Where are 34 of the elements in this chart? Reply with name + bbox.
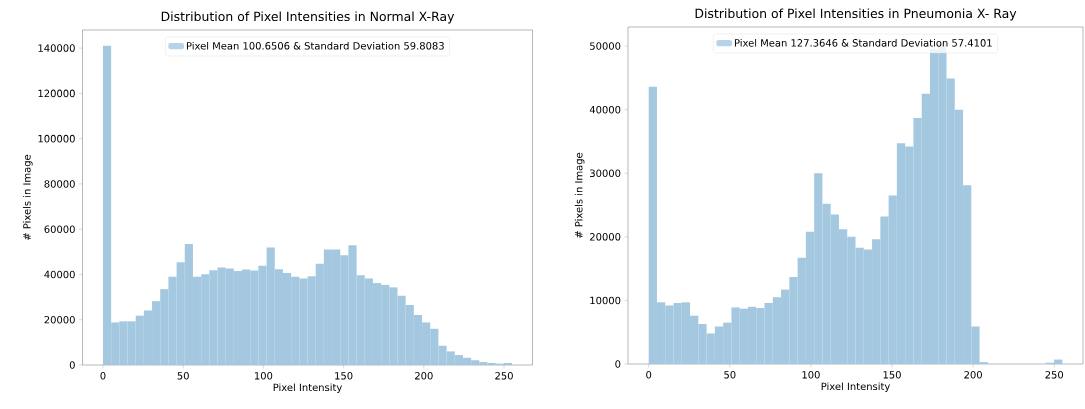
legend-label: Pixel Mean 100.6506 & Standard Deviation 59.8083 (186, 41, 444, 50)
y-tick-label: 40000 (589, 105, 621, 114)
chart-title: Distribution of Pixel Intensities in Normal X-Ray (161, 11, 455, 24)
y-tick-label: 30000 (590, 169, 621, 178)
y-tick-label: 10000 (590, 296, 621, 305)
chart-title: Distribution of Pixel Intensities in Pneumonia X- Ray (695, 8, 1017, 21)
x-tick-label: 150 (883, 371, 901, 379)
y-tick-label: 0 (69, 361, 75, 369)
y-tick-label: 40000 (44, 270, 75, 279)
x-tick-label: 100 (802, 371, 820, 379)
x-tick-label: 150 (335, 372, 353, 380)
y-tick-label: 50000 (590, 42, 621, 50)
x-tick-label: 0 (100, 372, 106, 380)
y-axis-title: # Pixels in Image (22, 154, 33, 240)
x-tick-label: 50 (177, 372, 189, 380)
x-axis-title: Pixel Intensity (821, 382, 891, 393)
x-axis-title: Pixel Intensity (273, 383, 343, 394)
x-tick-label: 50 (724, 371, 736, 379)
x-tick-label: 250 (1045, 371, 1064, 379)
y-tick-label: 80000 (44, 180, 75, 188)
x-tick-label: 200 (964, 371, 982, 379)
y-tick-label: 120000 (38, 89, 75, 98)
y-tick-label: 60000 (44, 225, 75, 233)
legend-label: Pixel Mean 127.3646 & Standard Deviation 57.4101 (734, 38, 992, 47)
x-tick-label: 100 (254, 372, 273, 380)
y-tick-label: 140000 (38, 44, 75, 52)
y-tick-label: 20000 (590, 233, 621, 241)
x-tick-label: 0 (646, 371, 652, 379)
x-tick-label: 200 (415, 372, 433, 380)
y-axis-title: # Pixels in Image (574, 152, 585, 238)
y-tick-label: 20000 (44, 315, 75, 324)
y-tick-label: 0 (615, 360, 621, 368)
x-tick-label: 250 (495, 372, 513, 380)
y-tick-label: 100000 (38, 134, 75, 143)
